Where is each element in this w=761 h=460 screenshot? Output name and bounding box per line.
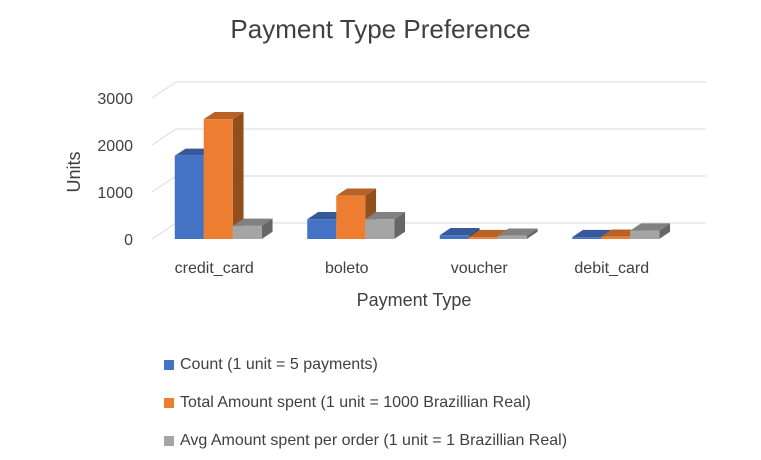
bar: [365, 219, 395, 239]
bar: [336, 195, 366, 239]
x-axis-title: Payment Type: [357, 290, 472, 310]
bar-top: [572, 229, 613, 238]
bar-side: [659, 223, 671, 239]
legend-label: Count (1 unit = 5 payments): [180, 356, 378, 373]
bar-top: [630, 223, 671, 231]
y-tick-label: 1000: [97, 185, 133, 202]
x-tick-label: voucher: [451, 260, 509, 277]
x-tick-label: credit_card: [175, 260, 254, 277]
bar: [307, 219, 337, 239]
bar: [203, 119, 233, 239]
legend: Count (1 unit = 5 payments) Total Amount …: [164, 346, 567, 460]
legend-swatch: [164, 398, 174, 408]
gridline-depth: [151, 222, 177, 240]
legend-swatch: [164, 436, 174, 446]
y-tick-label: 0: [124, 232, 133, 249]
legend-label: Total Amount spent (1 unit = 1000 Brazil…: [180, 394, 531, 411]
chart-title: Payment Type Preference: [230, 14, 531, 44]
bar-side: [394, 212, 406, 239]
legend-item: Total Amount spent (1 unit = 1000 Brazil…: [164, 384, 567, 422]
bar: [174, 155, 204, 239]
y-tick-label: 3000: [97, 91, 133, 108]
y-tick-label: 2000: [97, 138, 133, 155]
x-tick-label: boleto: [325, 260, 369, 277]
bar-side: [232, 111, 244, 239]
bar: [601, 236, 631, 239]
bar: [468, 237, 498, 239]
gridline-depth: [151, 128, 177, 146]
bar: [497, 235, 527, 239]
bar: [630, 230, 660, 239]
bar-top: [439, 228, 480, 236]
bar-top: [203, 111, 244, 120]
legend-item: Avg Amount spent per order (1 unit = 1 B…: [164, 422, 567, 460]
bar-top: [365, 212, 406, 220]
gridline-depth: [151, 175, 177, 193]
bar-top: [497, 228, 538, 236]
bar-side: [261, 218, 273, 239]
tick-labels: 0 1000 2000 3000 credit_card boleto voucher deb…: [97, 91, 649, 277]
legend-label: Avg Amount spent per order (1 unit = 1 B…: [180, 432, 568, 449]
bar: [439, 235, 469, 239]
bar-top: [232, 218, 273, 226]
gridline-depth: [151, 81, 177, 99]
x-tick-label: debit_card: [574, 260, 649, 277]
legend-swatch: [164, 360, 174, 370]
bar-top: [336, 188, 377, 196]
bar: [232, 225, 262, 239]
bar-side: [526, 228, 538, 239]
legend-item: Count (1 unit = 5 payments): [164, 346, 567, 384]
y-axis-title: Units: [64, 151, 84, 192]
bar: [572, 237, 602, 239]
bars: [174, 111, 671, 239]
